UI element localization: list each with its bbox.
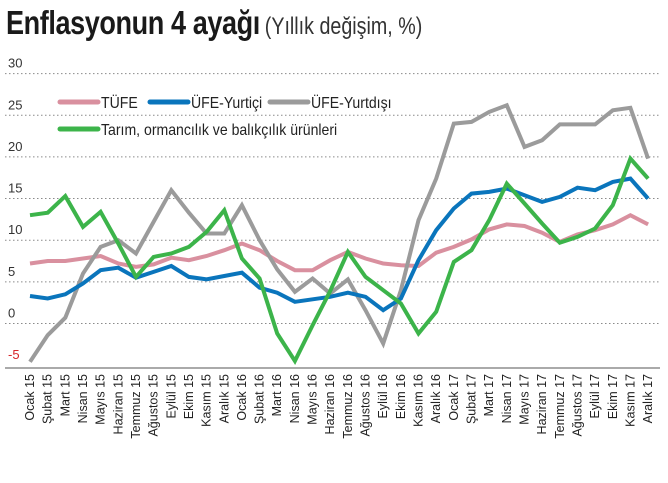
x-tick-label: Ekim 15 (182, 374, 196, 419)
x-tick-label: Temmuz 15 (129, 374, 143, 439)
y-tick-label: 0 (8, 306, 15, 321)
series-line-2 (28, 102, 650, 363)
x-tick-label: Aralık 16 (429, 374, 443, 423)
y-tick-label: 20 (8, 139, 22, 154)
x-tick-label: Ocak 16 (235, 374, 249, 421)
y-tick-label: 30 (8, 56, 22, 71)
series-lines (28, 102, 650, 366)
x-tick-label: Temmuz 16 (341, 374, 355, 439)
y-tick-label: 10 (8, 222, 22, 237)
legend-label: Tarım, ormancılık ve balıkçılık ürünleri (101, 121, 337, 139)
x-tick-label: Şubat 17 (465, 374, 479, 424)
x-tick-label: Eylül 17 (588, 374, 602, 419)
x-tick-label: Ocak 15 (23, 374, 37, 421)
series-line-0 (29, 212, 650, 273)
x-tick-label: Mayıs 17 (517, 374, 531, 425)
y-axis-ticks: 30 25 20 15 10 5 0 -5 (8, 56, 22, 363)
x-tick-label: Eylül 15 (164, 374, 178, 419)
x-tick-label: Haziran 17 (535, 374, 549, 434)
x-tick-label: Mart 16 (270, 374, 284, 416)
chart-subtitle: (Yıllık değişim, %) (264, 13, 423, 40)
x-tick-label: Kasım 17 (623, 374, 637, 427)
x-tick-label: Ağustos 17 (570, 374, 584, 437)
x-tick-label: Şubat 16 (253, 374, 267, 424)
x-tick-label: Kasım 15 (200, 374, 214, 427)
x-tick-label: Ağustos 16 (359, 374, 373, 437)
x-tick-label: Ekim 17 (606, 374, 620, 419)
series-line-3 (29, 154, 650, 366)
y-tick-label: 5 (8, 264, 15, 279)
chart-title: Enflasyonun 4 ayağı (6, 4, 260, 41)
x-tick-label: Aralık 15 (217, 374, 231, 423)
x-tick-label: Mart 15 (58, 374, 72, 416)
y-tick-label: 25 (8, 97, 22, 112)
x-tick-label: Mayıs 15 (94, 374, 108, 425)
x-tick-label: Ekim 16 (394, 374, 408, 419)
x-tick-label: Şubat 15 (41, 374, 55, 424)
x-tick-label: Eylül 16 (376, 374, 390, 419)
x-tick-label: Ocak 17 (447, 374, 461, 421)
x-tick-label: Nisan 16 (288, 374, 302, 423)
x-tick-label: Haziran 16 (323, 374, 337, 434)
x-tick-label: Temmuz 17 (553, 374, 567, 439)
legend-label: TÜFE (101, 93, 138, 112)
legend: TÜFE ÜFE-Yurtiçi ÜFE-Yurtdışı Tarım, ormanc… (57, 93, 392, 139)
chart-title-block: Enflasyonun 4 ayağı (Yıllık değişim, %) (6, 4, 422, 42)
x-tick-label: Haziran 15 (111, 374, 125, 434)
y-tick-label: 15 (8, 181, 22, 196)
legend-label: ÜFE-Yurtiçi (191, 93, 262, 112)
legend-label: ÜFE-Yurtdışı (311, 93, 392, 112)
x-tick-label: Nisan 17 (500, 374, 514, 423)
x-axis-ticks: Ocak 15 Şubat 15 Mart 15 Nisan 15 Mayıs 15 Ha… (23, 374, 655, 439)
x-tick-label: Nisan 15 (76, 374, 90, 423)
x-tick-label: Ağustos 15 (147, 374, 161, 437)
y-tick-label: -5 (8, 347, 20, 362)
x-tick-label: Mart 17 (482, 374, 496, 416)
x-tick-label: Kasım 16 (412, 374, 426, 427)
x-tick-label: Aralık 17 (641, 374, 655, 423)
series-line-1 (29, 176, 650, 313)
x-tick-label: Mayıs 16 (306, 374, 320, 425)
